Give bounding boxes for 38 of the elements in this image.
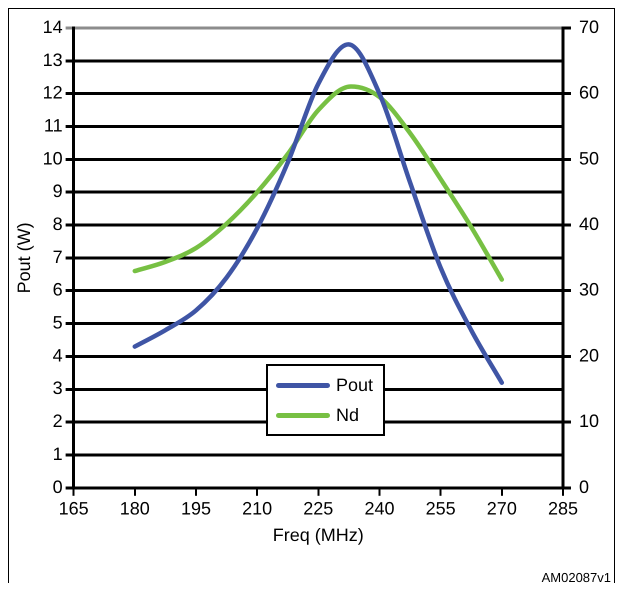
x-tick-label: 195 [180,498,211,519]
x-tick-label: 165 [58,498,89,519]
y2-tick-label: 50 [578,148,600,168]
y-tick-label: 10 [42,148,63,168]
legend-label: Pout [336,374,374,396]
x-tick-label: 180 [120,498,150,519]
y2-tick-label: 30 [578,280,600,300]
x-axis-title: Freq (MHz) [272,525,364,546]
y-tick-label: 3 [52,378,63,398]
y-tick-label: 4 [52,345,63,366]
y-tick-label: 2 [52,411,63,432]
y2-tick-label: 20 [578,345,600,366]
y-tick-label: 0 [52,476,63,497]
y-axis-title: Pout (W) [14,222,34,294]
y2-tick-label: 60 [578,82,600,103]
y-tick-label: 14 [42,16,63,37]
x-tick-label: 255 [426,498,456,519]
y-tick-label: 8 [52,214,63,234]
x-tick-label: 285 [548,498,578,519]
y-tick-label: 1 [52,444,63,464]
y-tick-label: 11 [44,115,63,136]
y2-tick-label: 0 [578,476,589,497]
y2-tick-label: 10 [578,411,600,432]
y2-tick-label: 40 [578,214,600,234]
x-tick-label: 270 [486,498,517,519]
y-tick-label: 12 [42,82,63,103]
x-tick-label: 210 [242,498,272,519]
legend-label: Nd [336,404,360,426]
y-tick-label: 9 [52,181,63,202]
y2-tick-label: 70 [578,16,600,37]
line-series [132,84,504,282]
y-tick-label: 6 [52,280,63,300]
y-tick-label: 13 [42,50,63,70]
x-tick-label: 240 [364,498,394,519]
y-tick-label: 5 [52,312,63,333]
y-tick-label: 7 [52,246,63,267]
text: AM02087v1 [542,570,611,585]
x-tick-label: 225 [303,498,334,519]
